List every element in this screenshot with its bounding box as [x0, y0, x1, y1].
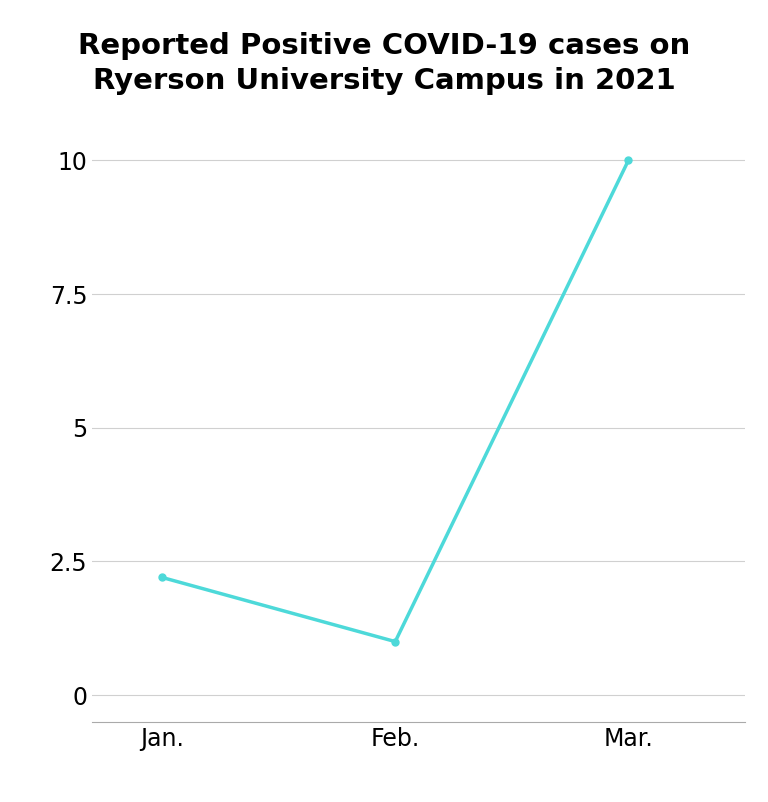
Text: Reported Positive COVID-19 cases on
Ryerson University Campus in 2021: Reported Positive COVID-19 cases on Ryer…	[78, 32, 690, 95]
